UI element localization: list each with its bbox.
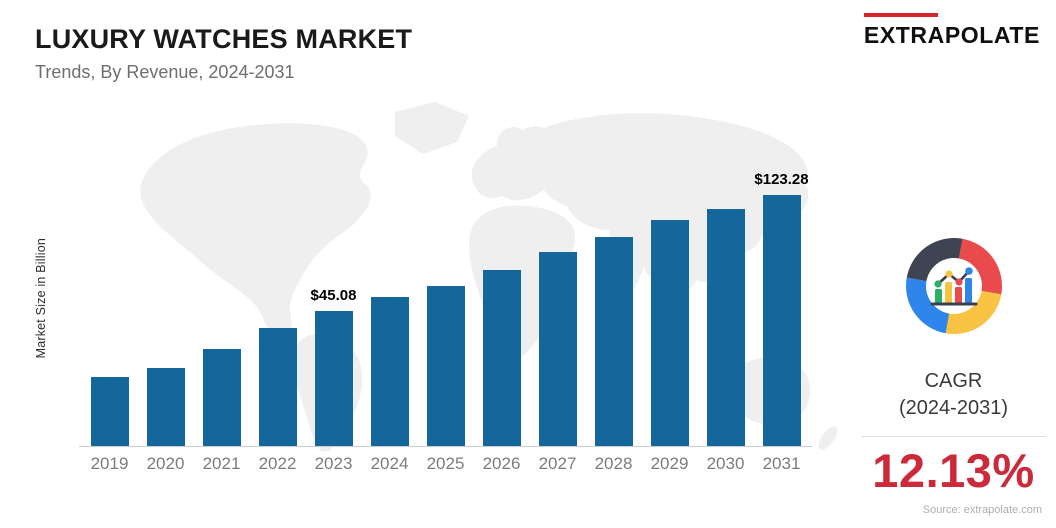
x-tick-2028: 2028	[594, 454, 633, 473]
cagr-value: 12.13%	[872, 444, 1035, 497]
mini-dot-yellow	[944, 270, 953, 278]
x-tick-2031: 2031	[762, 454, 801, 473]
mini-trend-line	[936, 269, 970, 286]
cagr-donut-icon	[904, 236, 1004, 341]
bar-2020	[146, 368, 185, 446]
bar-2021	[202, 349, 241, 446]
bar-column-2024	[370, 297, 409, 446]
bar-column-2026	[482, 270, 521, 446]
bar-column-2019	[90, 377, 129, 446]
x-tick-2030: 2030	[706, 454, 745, 473]
bar-value-label-2031: $123.28	[754, 171, 809, 188]
mini-bar-red	[954, 287, 962, 304]
donut-segment-charcoal	[905, 238, 1002, 334]
x-tick-2025: 2025	[426, 454, 465, 473]
bar-2030	[706, 209, 745, 446]
bar-column-2029	[650, 220, 689, 446]
y-axis-label: Market Size in Billion	[34, 238, 48, 359]
bar-2024	[370, 297, 409, 446]
bar-column-2021	[202, 349, 241, 446]
x-tick-2026: 2026	[482, 454, 521, 473]
bar-2023	[314, 311, 353, 446]
donut-segment-yellow	[905, 238, 1002, 334]
mini-bar-blue	[964, 278, 972, 304]
x-tick-2020: 2020	[146, 454, 185, 473]
bar-column-2027	[538, 252, 577, 446]
bar-column-2031: $123.28	[754, 171, 809, 446]
x-tick-2029: 2029	[650, 454, 689, 473]
donut-inner-circle	[925, 258, 982, 314]
x-tick-2027: 2027	[538, 454, 577, 473]
bar-column-2020	[146, 368, 185, 446]
cagr-divider	[861, 436, 1046, 437]
mini-bar-green	[934, 289, 942, 304]
bar-column-2025	[426, 286, 465, 446]
x-tick-2019: 2019	[90, 454, 129, 473]
bar-chart-plot: $45.08 $123.28	[79, 120, 812, 447]
page-title: LUXURY WATCHES MARKET	[35, 24, 413, 54]
x-tick-2023: 2023	[314, 454, 353, 473]
x-tick-2021: 2021	[202, 454, 241, 473]
mini-dot-green	[933, 280, 942, 288]
mini-bar-yellow	[944, 282, 952, 304]
cagr-period: (2024-2031)	[899, 397, 1008, 419]
cagr-label: CAGR	[924, 370, 983, 392]
bar-2026	[482, 270, 521, 446]
bar-value-label-2023: $45.08	[310, 287, 357, 304]
mini-growth-chart-icon	[930, 267, 977, 306]
bar-2027	[538, 252, 577, 446]
mini-dot-blue	[964, 267, 973, 275]
cagr-title: CAGR (2024-2031)	[856, 368, 1051, 422]
bar-column-2023: $45.08	[311, 287, 356, 446]
bar-column-2028	[594, 237, 633, 446]
logo-text: EXTRAPOLATE	[863, 22, 1040, 48]
mini-dot-red	[954, 278, 963, 286]
bar-2022	[258, 328, 297, 446]
bar-2031	[762, 195, 801, 446]
bar-2025	[426, 286, 465, 446]
extrapolate-logo: EXTRAPOLATE	[863, 13, 1040, 49]
x-axis-tick-labels: 2019 2020 2021 2022 2023 2024 2025 2026 2027 2028…	[79, 454, 812, 474]
bar-column-2030	[706, 209, 745, 446]
x-tick-2024: 2024	[370, 454, 409, 473]
page-subtitle: Trends, By Revenue, 2024-2031	[35, 62, 295, 82]
cagr-panel: CAGR (2024-2031) 12.13%	[856, 236, 1051, 498]
source-attribution: Source: extrapolate.com	[922, 504, 1042, 516]
header: LUXURY WATCHES MARKET Trends, By Revenue…	[35, 24, 412, 83]
x-tick-2022: 2022	[258, 454, 297, 473]
bar-column-2022	[258, 328, 297, 446]
logo-accent-bar	[863, 13, 938, 17]
bar-2028	[594, 237, 633, 446]
bar-2019	[90, 377, 129, 446]
bar-2029	[650, 220, 689, 446]
